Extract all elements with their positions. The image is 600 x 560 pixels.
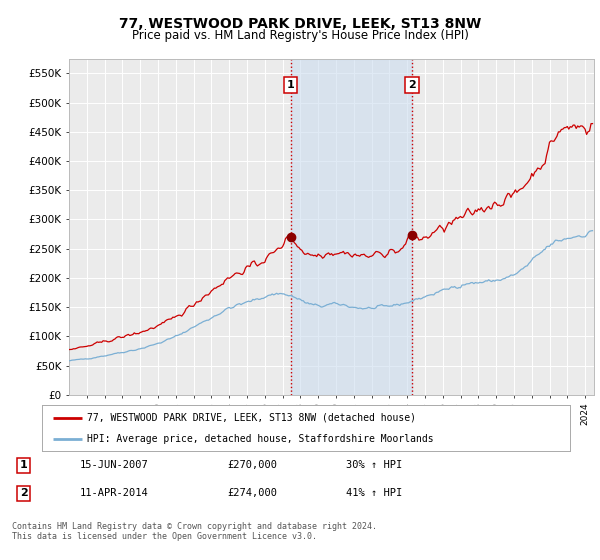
Text: 30% ↑ HPI: 30% ↑ HPI (346, 460, 402, 470)
Text: Price paid vs. HM Land Registry's House Price Index (HPI): Price paid vs. HM Land Registry's House … (131, 29, 469, 42)
Text: 11-APR-2014: 11-APR-2014 (80, 488, 149, 498)
Text: HPI: Average price, detached house, Staffordshire Moorlands: HPI: Average price, detached house, Staf… (87, 434, 434, 444)
Bar (290, 59, 412, 395)
Text: 41% ↑ HPI: 41% ↑ HPI (346, 488, 402, 498)
Text: 77, WESTWOOD PARK DRIVE, LEEK, ST13 8NW: 77, WESTWOOD PARK DRIVE, LEEK, ST13 8NW (119, 17, 481, 31)
Text: £270,000: £270,000 (227, 460, 278, 470)
Text: £274,000: £274,000 (227, 488, 278, 498)
Text: 2: 2 (20, 488, 28, 498)
Text: 2: 2 (408, 80, 416, 90)
Text: 1: 1 (287, 80, 295, 90)
Text: Contains HM Land Registry data © Crown copyright and database right 2024.
This d: Contains HM Land Registry data © Crown c… (12, 522, 377, 542)
Text: 15-JUN-2007: 15-JUN-2007 (80, 460, 149, 470)
Text: 1: 1 (20, 460, 28, 470)
Text: 77, WESTWOOD PARK DRIVE, LEEK, ST13 8NW (detached house): 77, WESTWOOD PARK DRIVE, LEEK, ST13 8NW … (87, 413, 416, 423)
